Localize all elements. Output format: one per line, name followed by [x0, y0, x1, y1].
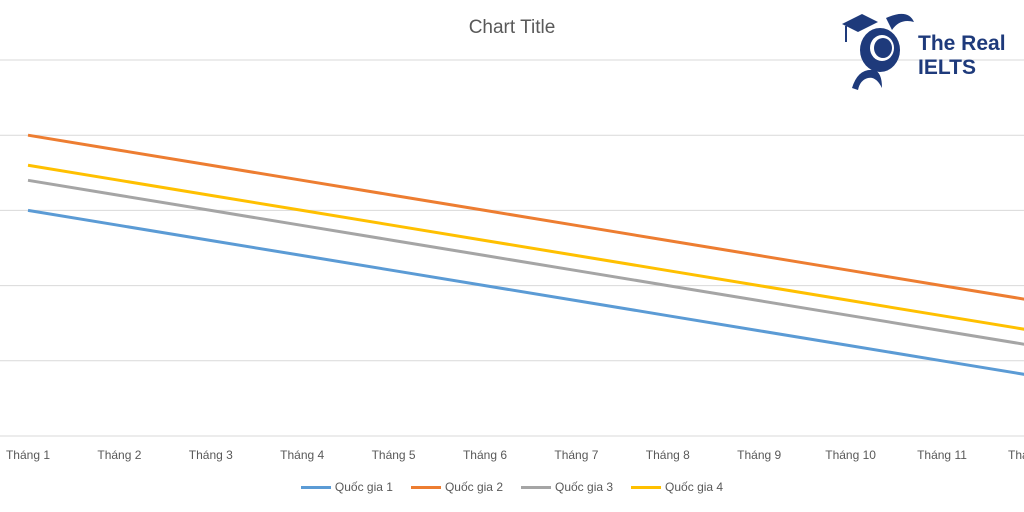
x-tick-label: Tháng 9	[737, 448, 781, 462]
series-line-3	[27, 178, 1024, 346]
legend-item: Quốc gia 2	[410, 480, 503, 494]
series-line-1	[27, 208, 1024, 376]
x-tick-label: Tháng 6	[463, 448, 507, 462]
x-tick-label: Tháng 11	[917, 448, 967, 462]
x-tick-label: Tháng 4	[280, 448, 324, 462]
legend-label: Quốc gia 4	[665, 480, 724, 494]
legend-swatch	[300, 485, 331, 489]
series-line-4	[27, 163, 1024, 331]
x-tick-label: Tháng 7	[554, 448, 598, 462]
legend-swatch	[631, 485, 662, 489]
legend-label: Quốc gia 2	[444, 480, 503, 494]
logo-text-line1: The Real	[918, 32, 1006, 55]
owl-graduate-icon	[842, 13, 914, 90]
legend-label: Quốc gia 3	[555, 480, 614, 494]
legend-item: Quốc gia 4	[631, 480, 723, 494]
x-tick-label: Tháng 5	[372, 448, 416, 462]
legend-label: Quốc gia 1	[334, 480, 393, 494]
legend-swatch	[410, 485, 441, 489]
the-real-ielts-logo: The Real IELTS	[838, 8, 1024, 94]
x-tick-label: Tháng 12	[1008, 448, 1024, 462]
legend-item: Quốc gia 3	[521, 480, 613, 494]
x-tick-label: Tháng 3	[189, 448, 233, 462]
x-tick-label: Tháng 10	[825, 448, 876, 462]
series-line-2	[27, 133, 1024, 301]
x-tick-label: Tháng 1	[6, 448, 50, 462]
chart-legend: Quốc gia 1 Quốc gia 2 Quốc gia 3 Quốc gia 4	[0, 480, 1024, 494]
legend-swatch	[521, 485, 551, 489]
legend-item: Quốc gia 1	[300, 480, 393, 494]
chart-title: Chart Title	[468, 17, 556, 38]
logo-text-line2: IELTS	[918, 56, 976, 79]
x-tick-label: Tháng 8	[646, 448, 690, 462]
x-tick-label: Tháng 2	[97, 448, 141, 462]
